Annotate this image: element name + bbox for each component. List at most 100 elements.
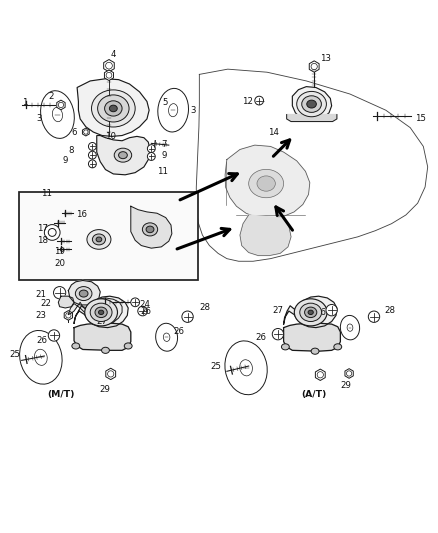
Polygon shape — [82, 128, 89, 136]
Polygon shape — [68, 280, 100, 305]
Text: 5: 5 — [162, 98, 168, 107]
Circle shape — [88, 151, 96, 159]
Text: 29: 29 — [340, 381, 351, 390]
Polygon shape — [106, 368, 116, 379]
Circle shape — [48, 229, 56, 236]
Ellipse shape — [75, 287, 92, 301]
Text: 11: 11 — [41, 189, 52, 198]
Ellipse shape — [297, 92, 326, 117]
Text: 25: 25 — [9, 350, 20, 359]
Text: 18: 18 — [37, 236, 48, 245]
Polygon shape — [284, 296, 337, 328]
Ellipse shape — [347, 324, 353, 332]
Text: 24: 24 — [140, 301, 151, 310]
Ellipse shape — [294, 299, 327, 326]
Text: 2: 2 — [48, 92, 53, 101]
Text: 26: 26 — [255, 333, 266, 342]
Polygon shape — [58, 296, 74, 308]
Ellipse shape — [35, 349, 47, 365]
Text: 27: 27 — [96, 317, 107, 326]
Circle shape — [182, 311, 193, 322]
Text: 10: 10 — [106, 132, 117, 141]
Ellipse shape — [99, 310, 104, 314]
Text: 20: 20 — [54, 259, 65, 268]
Circle shape — [148, 144, 155, 152]
Ellipse shape — [102, 348, 110, 353]
Text: 4: 4 — [110, 50, 116, 59]
Ellipse shape — [282, 344, 289, 350]
Polygon shape — [74, 323, 131, 350]
Ellipse shape — [98, 95, 129, 122]
Text: 13: 13 — [321, 54, 332, 63]
Text: 26: 26 — [141, 306, 152, 316]
Polygon shape — [345, 369, 353, 378]
Circle shape — [346, 371, 352, 376]
Text: 6: 6 — [71, 127, 77, 136]
Text: 17: 17 — [37, 223, 48, 232]
Polygon shape — [77, 79, 149, 136]
Ellipse shape — [257, 176, 276, 191]
Circle shape — [88, 160, 96, 168]
Text: 26: 26 — [315, 308, 326, 317]
Ellipse shape — [41, 91, 74, 139]
Text: 28: 28 — [384, 305, 395, 314]
Ellipse shape — [92, 234, 106, 245]
Bar — [19, 192, 198, 280]
Ellipse shape — [119, 152, 127, 159]
Ellipse shape — [302, 96, 321, 112]
Circle shape — [255, 96, 264, 105]
Text: 28: 28 — [199, 303, 210, 312]
Ellipse shape — [155, 324, 177, 351]
Text: (M/T): (M/T) — [47, 390, 74, 399]
Text: 3: 3 — [191, 106, 196, 115]
Circle shape — [131, 298, 140, 306]
Ellipse shape — [92, 90, 135, 127]
Polygon shape — [68, 298, 122, 324]
Circle shape — [44, 224, 60, 240]
Text: 25: 25 — [210, 362, 221, 372]
Text: 19: 19 — [54, 247, 65, 256]
Circle shape — [53, 287, 66, 299]
Circle shape — [138, 306, 148, 316]
Ellipse shape — [308, 310, 313, 314]
Circle shape — [108, 371, 114, 377]
Circle shape — [272, 328, 284, 340]
Text: 29: 29 — [99, 385, 110, 394]
Text: 12: 12 — [242, 97, 253, 106]
Ellipse shape — [146, 226, 154, 233]
Text: 8: 8 — [68, 146, 74, 155]
Ellipse shape — [304, 307, 317, 318]
Ellipse shape — [114, 148, 132, 162]
Circle shape — [48, 330, 60, 341]
Circle shape — [368, 311, 380, 322]
Polygon shape — [104, 70, 113, 80]
Ellipse shape — [300, 303, 321, 321]
Ellipse shape — [124, 343, 132, 349]
Ellipse shape — [87, 230, 111, 249]
Circle shape — [317, 372, 323, 378]
Ellipse shape — [340, 316, 360, 340]
Text: 1: 1 — [21, 98, 27, 107]
Ellipse shape — [225, 341, 267, 395]
Text: 27: 27 — [272, 305, 284, 314]
Text: 14: 14 — [268, 127, 279, 136]
Ellipse shape — [110, 105, 117, 112]
Circle shape — [326, 304, 337, 316]
Ellipse shape — [307, 100, 316, 108]
Text: 9: 9 — [63, 156, 68, 165]
Ellipse shape — [158, 88, 188, 132]
Ellipse shape — [20, 330, 62, 384]
Text: 9: 9 — [161, 151, 167, 160]
Ellipse shape — [79, 290, 88, 297]
Ellipse shape — [53, 108, 63, 122]
Circle shape — [311, 63, 317, 70]
Circle shape — [58, 102, 64, 108]
Polygon shape — [57, 100, 65, 110]
Circle shape — [106, 62, 112, 69]
Text: 26: 26 — [173, 327, 184, 336]
Polygon shape — [131, 206, 172, 248]
Circle shape — [66, 313, 71, 318]
Ellipse shape — [169, 103, 178, 117]
Circle shape — [84, 130, 88, 134]
Polygon shape — [309, 61, 319, 72]
